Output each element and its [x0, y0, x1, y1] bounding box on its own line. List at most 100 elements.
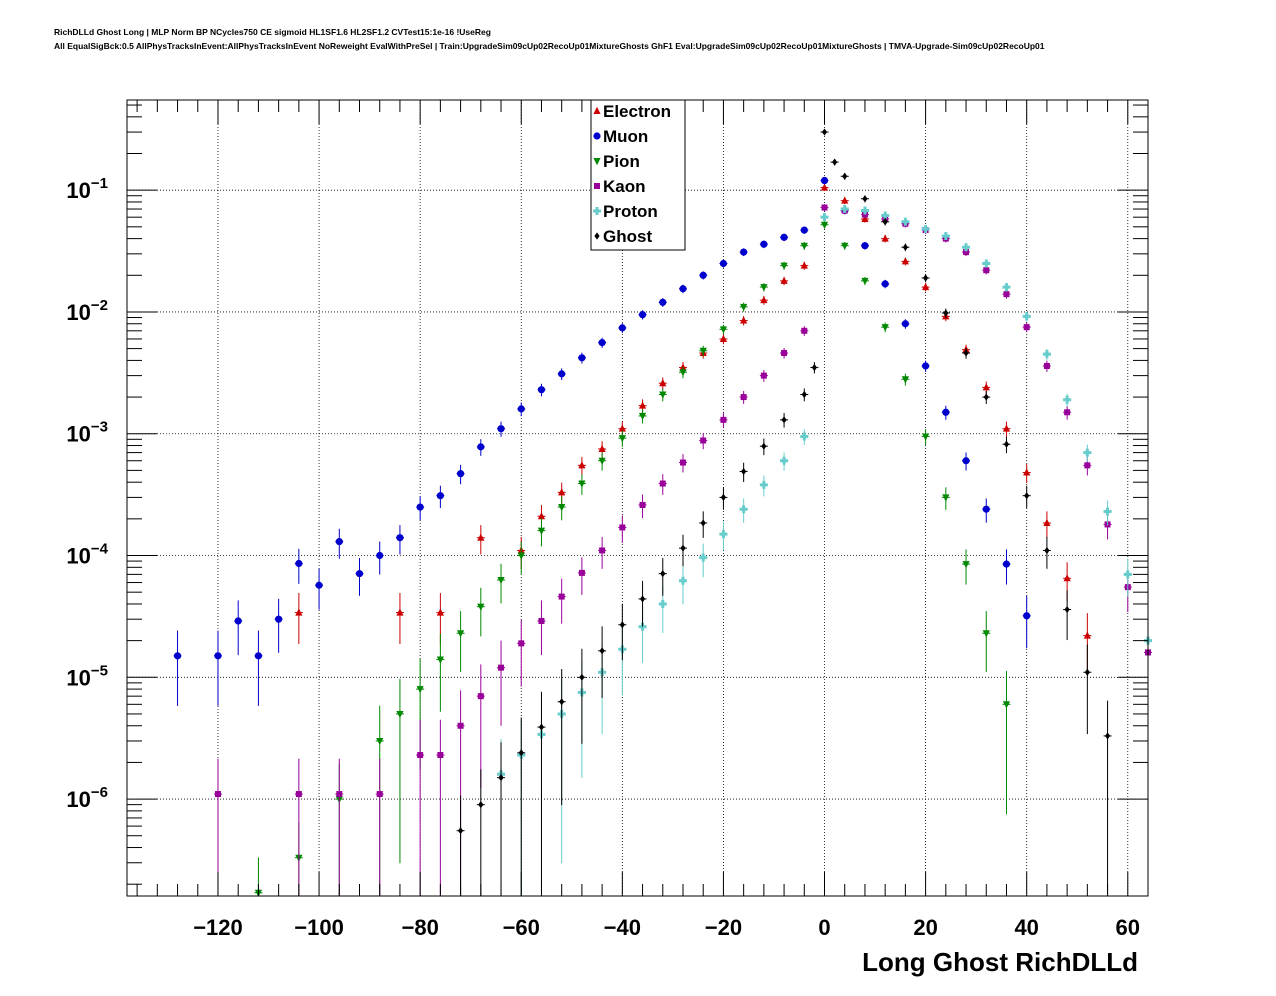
x-tick-label: 20 — [913, 915, 937, 940]
data-point — [982, 383, 990, 391]
data-point — [1083, 448, 1092, 457]
legend-label-kaon: Kaon — [603, 177, 646, 196]
y-tick-label: 10−2 — [66, 297, 108, 325]
y-tick-base: 10 — [66, 422, 90, 447]
data-point — [457, 827, 464, 835]
legend-marker-kaon — [594, 183, 600, 189]
data-point — [1023, 468, 1031, 476]
legend-marker-ghost — [594, 232, 600, 240]
data-point — [760, 295, 768, 304]
data-point — [437, 752, 444, 759]
data-point — [679, 459, 686, 466]
data-point — [901, 376, 909, 384]
x-tick-labels: −120 −100 −80 −60 −40 −20 0 20 40 60 — [193, 915, 1140, 940]
data-point — [537, 527, 546, 535]
legend-marker-proton — [593, 207, 601, 215]
data-point — [800, 226, 808, 234]
data-point — [477, 693, 484, 700]
data-point — [760, 284, 768, 292]
data-point — [983, 393, 989, 401]
data-point — [578, 354, 586, 362]
x-axis-title: Long Ghost RichDLLd — [862, 947, 1138, 977]
data-point — [1002, 560, 1011, 568]
series-pion — [254, 221, 1011, 897]
data-point — [780, 233, 788, 241]
data-point — [214, 652, 222, 660]
data-point — [902, 243, 908, 251]
data-point — [881, 324, 889, 332]
data-point — [963, 349, 969, 357]
data-point — [921, 224, 930, 233]
y-tick-base: 10 — [66, 665, 90, 690]
data-point — [861, 242, 869, 250]
data-point — [700, 519, 706, 527]
data-point — [537, 386, 546, 394]
data-point — [436, 656, 444, 664]
data-point — [720, 493, 727, 502]
data-point — [456, 470, 465, 478]
x-tick-label: −40 — [604, 915, 641, 940]
x-tick-label: −80 — [401, 915, 438, 940]
data-point — [740, 303, 748, 312]
data-point — [901, 257, 909, 265]
data-point — [1104, 732, 1111, 740]
data-point — [558, 488, 566, 496]
y-tick-exponent: −5 — [91, 662, 108, 679]
data-point — [982, 505, 990, 513]
y-tick-exponent: −4 — [91, 541, 109, 558]
data-point — [579, 673, 585, 681]
data-point — [1083, 631, 1091, 639]
data-point — [719, 259, 728, 268]
data-point — [832, 158, 838, 166]
x-tick-label: −60 — [503, 915, 540, 940]
data-point — [1084, 462, 1091, 469]
data-point — [841, 242, 849, 250]
series-ghost — [456, 128, 1112, 896]
data-point — [416, 686, 424, 694]
data-point — [173, 652, 182, 660]
data-point — [517, 405, 525, 413]
data-point — [1024, 492, 1030, 500]
y-tick-label: 10−1 — [66, 175, 108, 203]
data-point — [719, 530, 728, 539]
data-point — [962, 243, 971, 252]
y-tick-label: 10−4 — [66, 541, 108, 569]
data-point — [720, 416, 727, 423]
data-point — [618, 435, 626, 443]
data-point — [275, 615, 283, 623]
data-point — [882, 218, 888, 226]
data-point — [1002, 424, 1011, 432]
series-muon — [173, 176, 1031, 706]
data-point — [1002, 701, 1011, 709]
data-point — [780, 262, 788, 270]
data-point — [638, 412, 647, 421]
data-point — [821, 204, 828, 211]
data-point — [599, 647, 605, 655]
legend-label-pion: Pion — [603, 152, 640, 171]
data-point — [1064, 605, 1070, 614]
data-point — [497, 425, 505, 433]
y-tick-base: 10 — [66, 178, 90, 203]
data-point — [477, 603, 485, 611]
y-tick-exponent: −2 — [91, 297, 108, 314]
data-point — [982, 630, 990, 638]
data-point — [801, 390, 807, 399]
data-point — [295, 559, 303, 568]
data-point — [538, 723, 545, 731]
data-point — [761, 442, 767, 450]
data-point — [578, 569, 585, 576]
data-point — [820, 221, 829, 229]
data-point — [942, 494, 950, 502]
data-point — [598, 339, 606, 347]
data-point — [982, 259, 991, 268]
legend: Electron Muon Pion Kaon Proton Ghost — [590, 99, 686, 251]
data-point — [719, 334, 728, 342]
data-point — [214, 791, 221, 798]
data-point — [679, 369, 687, 377]
data-point — [861, 277, 869, 286]
legend-label-electron: Electron — [603, 102, 671, 121]
data-point — [943, 309, 949, 317]
y-tick-base: 10 — [66, 300, 90, 325]
legend-marker-pion — [593, 158, 601, 166]
